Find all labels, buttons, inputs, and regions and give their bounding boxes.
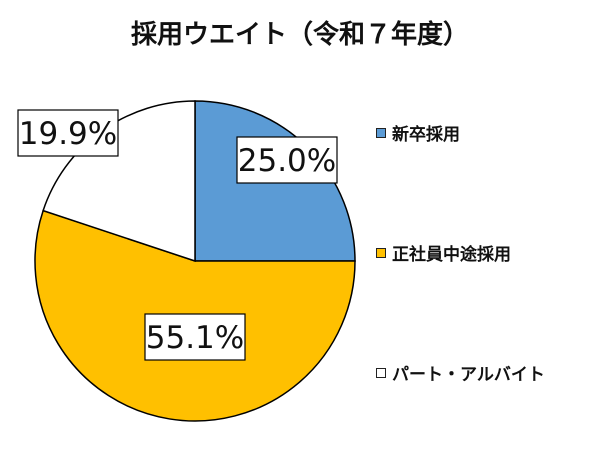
data-label-box: [144, 313, 246, 361]
legend-item-part-time: パート・アルバイト: [376, 360, 545, 385]
legend-swatch: [376, 127, 386, 138]
legend-label: 正社員中途採用: [392, 245, 511, 265]
data-label-text: 25.0%: [238, 143, 336, 179]
data-label-part-time: 19.9%: [17, 109, 119, 157]
chart-title: 採用ウエイト（令和７年度）: [130, 20, 469, 50]
legend-label: 新卒採用: [392, 125, 460, 145]
data-label-text: 55.1%: [146, 320, 244, 356]
legend-swatch: [376, 367, 386, 378]
data-label-box: [236, 136, 338, 184]
data-label-new-graduate: 25.0%: [236, 136, 338, 184]
legend-label: パート・アルバイト: [392, 365, 545, 385]
legend-swatch: [376, 247, 386, 258]
legend-item-mid-career: 正社員中途採用: [376, 240, 511, 265]
data-label-mid-career: 55.1%: [144, 313, 246, 361]
data-label-text: 19.9%: [19, 116, 117, 152]
data-label-box: [17, 109, 119, 157]
legend-item-new-graduate: 新卒採用: [376, 120, 460, 145]
